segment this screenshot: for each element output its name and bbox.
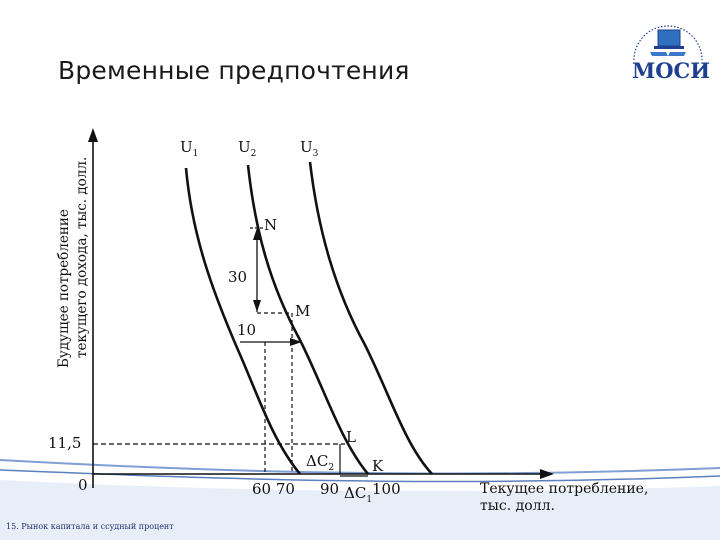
point-m-label: M <box>295 302 310 320</box>
x-axis-arrow <box>540 469 554 479</box>
point-k-label: K <box>372 457 384 475</box>
delta-c2-label: ΔC2 <box>306 452 334 473</box>
curve-u3-label: U3 <box>300 138 319 159</box>
logo-emblem <box>633 25 703 61</box>
point-n-label: N <box>264 216 277 234</box>
logo-text: МОСИ <box>631 58 711 83</box>
x-axis-label-line1: Текущее потребление, <box>480 481 648 497</box>
curve-u1 <box>184 167 302 475</box>
tick-11-5: 11,5 <box>48 434 81 452</box>
tick-10: 10 <box>237 321 256 339</box>
curve-u1-label: U1 <box>180 138 198 159</box>
slide-title: Временные предпочтения <box>58 56 410 85</box>
curve-u2 <box>246 164 370 475</box>
point-l-label: L <box>346 428 356 446</box>
tick-30: 30 <box>228 268 247 286</box>
tick-60-70: 60 70 <box>252 480 295 498</box>
arrow-up-n <box>253 228 261 240</box>
delta-c1-label: ΔC1 <box>344 484 372 505</box>
tick-0: 0 <box>78 476 88 494</box>
curve-u3 <box>308 161 433 475</box>
tick-100: 100 <box>372 480 401 498</box>
arrow-right-10 <box>290 338 302 346</box>
x-axis-label-line2: тыс. долл. <box>480 498 555 514</box>
arrow-down-m <box>253 300 261 312</box>
footer-caption: 15. Рынок капитала и ссудный процент <box>6 522 174 531</box>
footer-wave <box>0 459 720 540</box>
curve-u2-label: U2 <box>238 138 256 159</box>
y-axis-arrow <box>88 128 98 142</box>
y-axis-label-line1: Будущее потребление <box>56 209 72 368</box>
tick-90: 90 <box>320 480 339 498</box>
y-axis-label-line2: текущего дохода, тыс. долл. <box>74 157 90 358</box>
